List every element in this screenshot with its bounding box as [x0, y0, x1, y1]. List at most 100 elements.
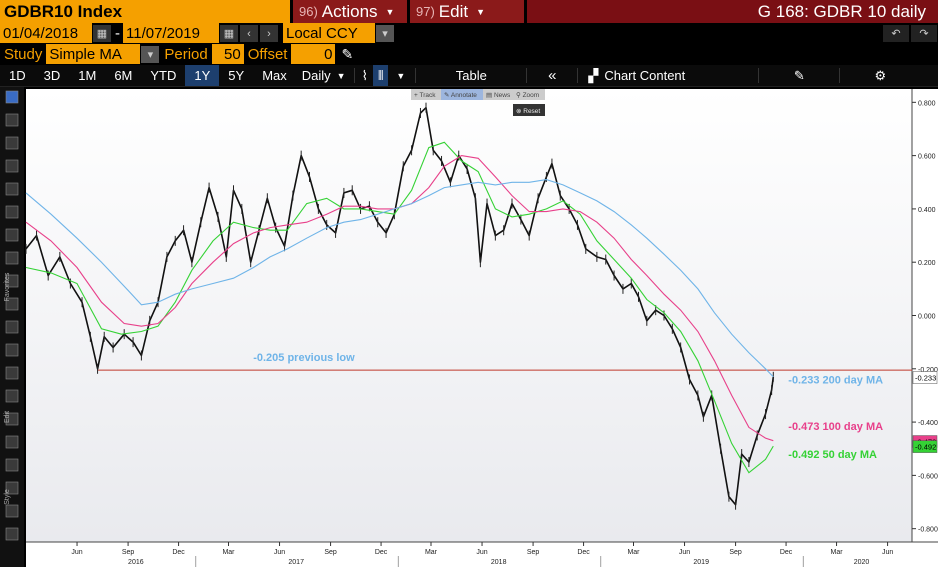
- edit-chart-icon[interactable]: ✎: [793, 67, 805, 83]
- y-tick-label: 0.800: [918, 100, 936, 107]
- x-tick-label: Dec: [172, 549, 185, 556]
- calendar-icon[interactable]: ▦: [220, 25, 238, 42]
- offset-value: 0: [324, 45, 333, 63]
- y-tick-label: -0.800: [918, 527, 938, 534]
- table-label: Table: [455, 68, 487, 83]
- range-tab-6m[interactable]: 6M: [114, 68, 133, 83]
- style-icon[interactable]: [5, 389, 19, 403]
- text-tool-icon[interactable]: [5, 159, 19, 173]
- offset-input[interactable]: 0: [291, 44, 336, 64]
- lines-icon[interactable]: [5, 412, 19, 426]
- dropdown-arrow-icon[interactable]: ▾: [141, 46, 160, 63]
- period-value: 50: [224, 45, 241, 63]
- chart-tool-track: + Track: [414, 92, 436, 99]
- chart-content-label: Chart Content: [604, 68, 686, 83]
- page-title-text: G 168: GDBR 10 daily: [757, 1, 926, 21]
- x-tick-label: Sep: [527, 549, 540, 556]
- x-tick-label: Sep: [324, 549, 337, 556]
- date-range-bar: 01/04/2018 ▦ - 11/07/2019 ▦ ‹ › Local CC…: [0, 23, 938, 44]
- mode-icon[interactable]: [5, 481, 19, 495]
- fibonacci-icon[interactable]: [5, 136, 19, 150]
- study-select[interactable]: Simple MA: [46, 44, 141, 64]
- annotate-active-bg: [441, 89, 483, 100]
- range-tab-max[interactable]: Max: [262, 68, 287, 83]
- ma100-series-line: [25, 155, 774, 442]
- pen-icon[interactable]: [5, 274, 19, 288]
- plot-background: [26, 89, 912, 542]
- period-input[interactable]: 50: [211, 44, 244, 64]
- caret-down-icon: ▼: [336, 70, 346, 81]
- range-tab-5y[interactable]: 5Y: [228, 68, 245, 83]
- chart-type-dropdown-icon[interactable]: ▼: [396, 70, 406, 81]
- edit-menu-button[interactable]: 97) Edit ▼: [410, 0, 524, 23]
- study-label: Study: [4, 46, 43, 63]
- magnet-icon[interactable]: [5, 504, 19, 518]
- square-icon[interactable]: [5, 435, 19, 449]
- cursor-icon[interactable]: [5, 90, 19, 104]
- price-badge-label: -0.492: [915, 443, 936, 452]
- range-tab-3d[interactable]: 3D: [43, 68, 61, 83]
- x-tick-label: Jun: [882, 549, 893, 556]
- edit-label: Edit: [438, 1, 469, 21]
- end-date-field[interactable]: 11/07/2019: [123, 23, 219, 43]
- range-tab-1y[interactable]: 1Y: [185, 65, 220, 86]
- dropdown-arrow-icon[interactable]: ▾: [376, 25, 394, 42]
- ellipse-icon[interactable]: [5, 343, 19, 357]
- currency-select[interactable]: Local CCY: [283, 23, 375, 43]
- actions-menu-button[interactable]: 96) Actions ▼: [293, 0, 407, 23]
- y-tick-label: 0.600: [918, 154, 936, 161]
- line-tool-icon[interactable]: [5, 113, 19, 127]
- chart-content-icon: ▞: [588, 67, 599, 83]
- hline-icon[interactable]: [5, 228, 19, 242]
- chart-content-button[interactable]: ▞ Chart Content: [580, 65, 756, 86]
- range-tab-ytd[interactable]: YTD: [150, 68, 177, 83]
- color-icon[interactable]: [5, 366, 19, 380]
- redo-icon[interactable]: ↷: [911, 25, 937, 42]
- x-tick-label: Mar: [627, 549, 640, 556]
- ma50-series-line: [25, 141, 774, 474]
- range-toolbar: 1D 3D 1M 6M YTD 1Y 5Y Max Daily ▼ ⌇ ⫴ ▼ Table «…: [0, 65, 938, 87]
- pencil-icon[interactable]: ✎: [341, 46, 354, 62]
- x-tick-label: Dec: [375, 549, 388, 556]
- chevron-right-icon[interactable]: ›: [260, 25, 278, 42]
- collapse-icon[interactable]: «: [548, 67, 557, 84]
- x-year-label: 2019: [693, 559, 709, 566]
- arrow-tool-icon[interactable]: [5, 205, 19, 219]
- x-year-label: 2016: [128, 559, 144, 566]
- line-chart-icon[interactable]: ⌇: [361, 67, 368, 83]
- annotation-label: -0.233 200 day MA: [788, 374, 883, 386]
- settings-icon[interactable]: [5, 527, 19, 541]
- edit-num: 97): [416, 4, 435, 19]
- measure-icon[interactable]: [5, 297, 19, 311]
- calendar-icon[interactable]: ▦: [93, 25, 111, 42]
- start-date-field[interactable]: 01/04/2018: [0, 23, 92, 43]
- reset-label: ⊗ Reset: [516, 108, 540, 115]
- annotation-label: -0.205 previous low: [253, 352, 355, 364]
- y-tick-label: -0.400: [918, 420, 938, 427]
- table-button[interactable]: Table: [418, 65, 524, 86]
- chart-area[interactable]: 0.800 0.600 0.400 0.200 0.000 -0.200 -0.400 -0.…: [0, 87, 938, 567]
- y-tick-label: 0.200: [918, 260, 936, 267]
- highlighter-icon[interactable]: [5, 458, 19, 472]
- reset-button[interactable]: [513, 104, 545, 116]
- frequency-select[interactable]: Daily ▼: [296, 65, 352, 86]
- undo-icon[interactable]: ↶: [883, 25, 909, 42]
- chart-tool-zoom: ⚲ Zoom: [516, 91, 539, 99]
- bar-chart-icon[interactable]: ⫴: [372, 65, 389, 86]
- gear-icon[interactable]: ⚙: [874, 67, 887, 83]
- brush-icon[interactable]: [5, 182, 19, 196]
- range-tab-1m[interactable]: 1M: [78, 68, 97, 83]
- channel-icon[interactable]: [5, 320, 19, 334]
- range-tab-1d[interactable]: 1D: [9, 68, 26, 83]
- actions-num: 96): [299, 4, 318, 19]
- chevron-left-icon[interactable]: ‹: [240, 25, 258, 42]
- x-tick-label: Jun: [476, 549, 487, 556]
- side-label-favorites: Favorites: [4, 272, 11, 301]
- actions-label: Actions: [321, 1, 378, 21]
- rect-tool-icon[interactable]: [5, 251, 19, 265]
- study-bar: Study Simple MA ▾ Period 50 Offset 0 ✎: [0, 44, 938, 65]
- x-year-label: 2018: [491, 559, 507, 566]
- ticker-field[interactable]: GDBR10 Index: [0, 0, 290, 23]
- annotation-label: -0.492 50 day MA: [788, 449, 877, 461]
- x-tick-label: Sep: [122, 549, 135, 556]
